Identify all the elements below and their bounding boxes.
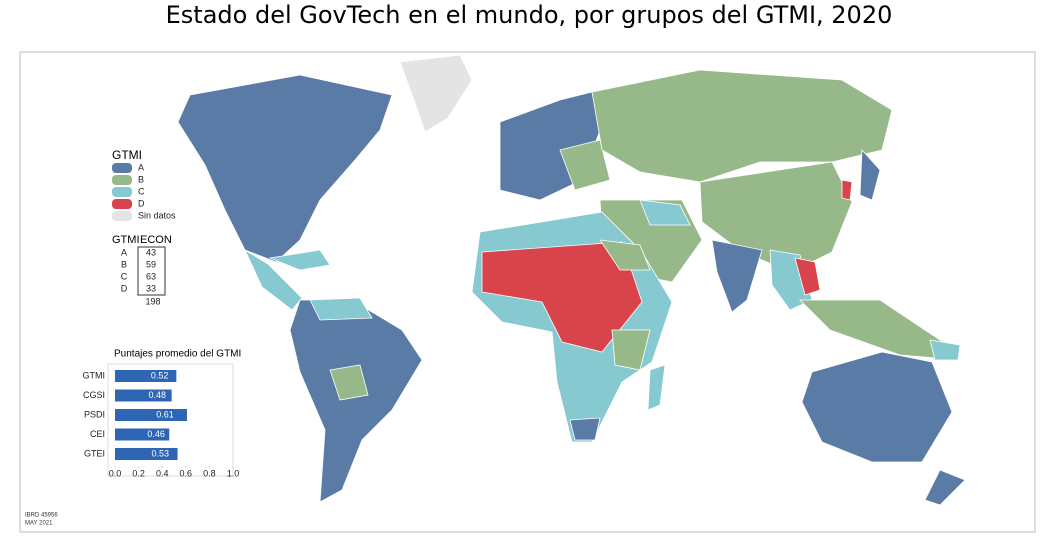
y-tick-label: PSDI xyxy=(84,409,105,419)
value-label: 0.61 xyxy=(156,409,174,419)
value-label: 0.48 xyxy=(149,390,167,400)
bar xyxy=(115,428,170,441)
footer-text: MAY 2021 xyxy=(25,521,53,527)
value-label: 0.46 xyxy=(147,429,165,439)
legend-label: D xyxy=(138,198,145,208)
legend-swatch xyxy=(112,175,132,185)
legend-label: C xyxy=(138,186,145,196)
bar xyxy=(115,409,187,421)
y-tick-label: CGSI xyxy=(83,390,105,400)
x-tick-label: 0.4 xyxy=(156,468,169,478)
table-header: ECON xyxy=(140,234,172,246)
table-box xyxy=(137,246,166,296)
value-label: 0.52 xyxy=(151,370,169,380)
world-map xyxy=(177,54,966,506)
x-tick-label: 0.6 xyxy=(180,468,193,478)
legend-swatch xyxy=(112,163,132,173)
footer: IBRD 45956 MAY 2021 xyxy=(25,513,58,527)
bar xyxy=(115,448,178,460)
x-tick-label: 0.8 xyxy=(203,468,216,478)
table-total: 198 xyxy=(145,296,160,306)
bar xyxy=(115,389,172,402)
y-tick-label: GTEI xyxy=(84,448,105,458)
chart-title: Puntajes promedio del GTMI xyxy=(114,349,241,360)
x-tick-label: 0.0 xyxy=(109,468,122,478)
bar xyxy=(115,370,177,382)
legend-title: GTMI xyxy=(112,148,142,162)
econ-table: GTMI ECON A 43 B 59 C 63 D 33 198 xyxy=(112,234,172,306)
table-cell: 63 xyxy=(146,271,156,281)
legend-label: B xyxy=(138,174,144,184)
value-label: 0.53 xyxy=(152,448,170,458)
page-title: Estado del GovTech en el mundo, por grup… xyxy=(166,1,893,29)
legend-label: Sin datos xyxy=(138,210,176,220)
legend-swatch xyxy=(112,211,132,221)
table-cell: 43 xyxy=(146,247,156,257)
x-tick-label: 0.2 xyxy=(132,468,145,478)
legend-label: A xyxy=(138,162,144,172)
table-cell: 59 xyxy=(146,259,156,269)
table-cell: A xyxy=(121,247,127,257)
y-tick-label: CEI xyxy=(90,429,105,439)
x-tick-label: 1.0 xyxy=(227,468,240,478)
legend-swatch xyxy=(112,199,132,209)
table-cell: C xyxy=(121,271,128,281)
table-cell: 33 xyxy=(146,283,156,293)
table-header: GTMI xyxy=(112,234,140,246)
table-cell: D xyxy=(121,283,128,293)
table-cell: B xyxy=(121,259,127,269)
legend-swatch xyxy=(112,187,132,197)
footer-text: IBRD 45956 xyxy=(25,513,58,519)
bar-chart: Puntajes promedio del GTMI 0.0 0.2 0.4 0.6 0… xyxy=(83,349,242,479)
y-tick-label: GTMI xyxy=(83,370,106,380)
